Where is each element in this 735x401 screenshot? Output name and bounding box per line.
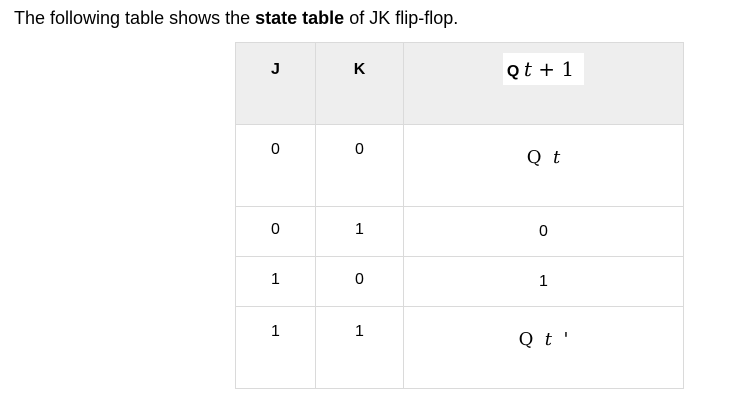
prime-symbol: ' <box>563 329 569 350</box>
intro-prefix: The following table shows the <box>14 8 256 28</box>
table-row: 1 0 1 <box>235 256 684 307</box>
state-table-body: 0 0 Q t 0 1 0 1 0 1 1 1 Q t ' <box>235 124 684 389</box>
header-k: K <box>315 42 404 125</box>
cell-j: 1 <box>235 256 316 307</box>
cell-q-next: Q t ' <box>403 306 684 389</box>
q-complement-formula: Q t ' <box>519 329 569 350</box>
header-plus: + <box>531 57 562 81</box>
cell-q-next: 1 <box>403 256 684 307</box>
state-table: J K Q t + 1 0 0 Q t 0 1 0 1 0 1 1 1 Q t … <box>235 42 684 389</box>
header-q-symbol: Q <box>506 63 520 80</box>
cell-k: 1 <box>315 206 404 257</box>
cell-j: 1 <box>235 306 316 389</box>
cell-j: 0 <box>235 206 316 257</box>
header-row: J K Q t + 1 <box>235 42 684 125</box>
cell-q-next: 0 <box>403 206 684 257</box>
q-formula: Q t <box>527 147 560 168</box>
q-symbol: Q <box>518 329 534 350</box>
q-symbol: Q <box>526 147 542 168</box>
header-q-next: Q t + 1 <box>403 42 684 125</box>
header-q-next-formula: Q t + 1 <box>502 53 585 85</box>
table-row: 0 0 Q t <box>235 124 684 207</box>
cell-q-next: Q t <box>403 124 684 207</box>
intro-text: The following table shows the state tabl… <box>14 6 458 30</box>
cell-k: 0 <box>315 256 404 307</box>
intro-suffix: of JK flip-flop. <box>344 8 459 28</box>
header-q-math: t + 1 <box>524 57 574 81</box>
header-j: J <box>235 42 316 125</box>
table-row: 0 1 0 <box>235 206 684 257</box>
table-row: 1 1 Q t ' <box>235 306 684 389</box>
state-table-header: J K Q t + 1 <box>235 42 684 125</box>
intro-bold-term: state table <box>255 8 345 28</box>
cell-k: 1 <box>315 306 404 389</box>
cell-k: 0 <box>315 124 404 207</box>
header-one: 1 <box>561 57 575 81</box>
t-symbol: t <box>552 147 561 168</box>
header-t-symbol: t <box>523 57 532 81</box>
t-symbol: t <box>544 329 553 350</box>
cell-j: 0 <box>235 124 316 207</box>
